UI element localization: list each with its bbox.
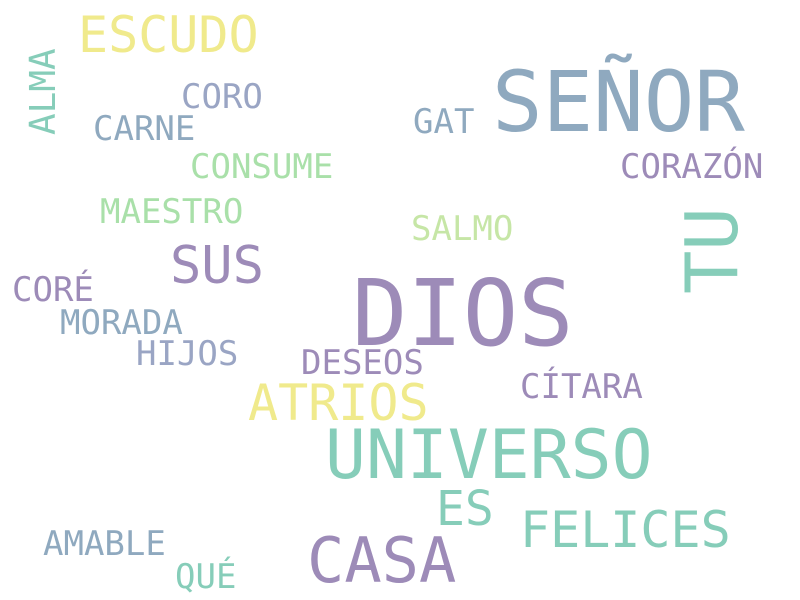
word-escudo: ESCUDO — [78, 6, 259, 64]
word-salmo: SALMO — [411, 209, 514, 249]
word-corazon: CORAZÓN — [620, 147, 764, 187]
word-alma: ALMA — [23, 48, 64, 135]
word-consume: CONSUME — [190, 147, 334, 187]
word-citara: CÍTARA — [520, 367, 643, 407]
word-coro: CORO — [181, 77, 263, 117]
word-carne: CARNE — [93, 109, 196, 149]
word-felices: FELICES — [520, 501, 731, 559]
word-amable: AMABLE — [43, 524, 166, 564]
word-morada: MORADA — [60, 303, 183, 343]
word-deseos: DESEOS — [301, 343, 424, 383]
word-universo: UNIVERSO — [325, 416, 653, 495]
word-es: ES — [436, 481, 494, 537]
word-dios: DIOS — [352, 260, 574, 367]
word-casa: CASA — [307, 524, 457, 597]
word-hijos: HIJOS — [136, 334, 239, 374]
word-sus: SUS — [170, 236, 264, 296]
word-core: CORÉ — [12, 270, 94, 310]
word-senor: SEÑOR — [492, 53, 745, 151]
word-que: QUÉ — [175, 557, 237, 597]
word-tu: TU — [670, 207, 754, 294]
word-maestro: MAESTRO — [100, 192, 244, 232]
word-atrios: ATRIOS — [248, 374, 429, 432]
word-gat: GAT — [413, 102, 475, 142]
